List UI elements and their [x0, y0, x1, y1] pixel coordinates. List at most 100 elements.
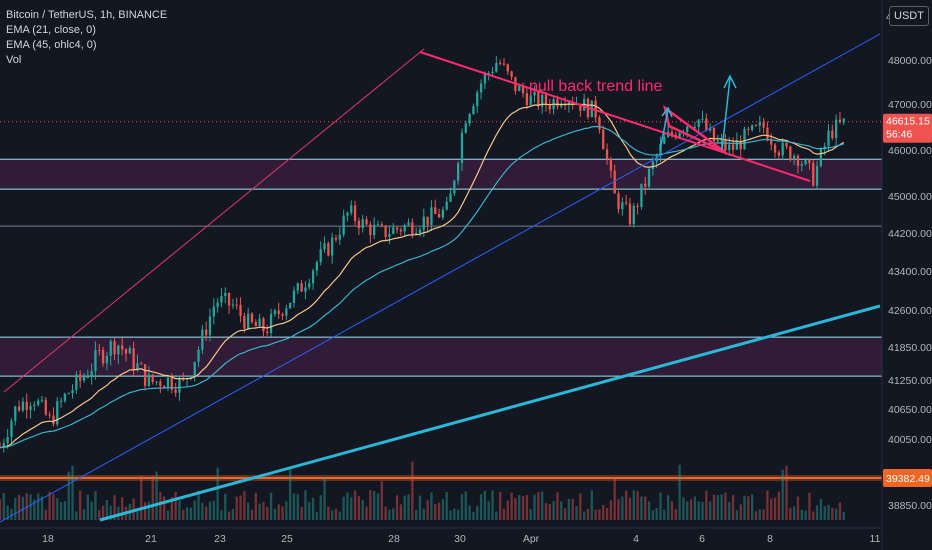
candle-body-3 — [10, 420, 13, 437]
candle-body-108 — [411, 222, 414, 235]
candle-body-8 — [29, 406, 32, 410]
candle-body-102 — [388, 233, 391, 238]
legend-ema-45[interactable]: EMA (45, ohlc4, 0) — [6, 39, 97, 51]
candle-body-54 — [205, 329, 208, 336]
volume-bar-65 — [247, 502, 250, 520]
current-price-tag — [883, 113, 932, 143]
volume-bar-53 — [201, 502, 204, 520]
candle-body-85 — [323, 243, 326, 250]
candle-body-167 — [636, 205, 639, 207]
candle-body-163 — [621, 202, 624, 210]
candle-body-188 — [716, 140, 719, 142]
y-tick-label-11: 38850.00 — [888, 500, 932, 512]
candle-body-146 — [556, 99, 559, 107]
volume-bar-147 — [560, 501, 563, 520]
candle-body-194 — [739, 140, 742, 150]
volume-bar-218 — [831, 507, 834, 520]
pull-back-trend-line-annotation[interactable]: pull back trend line — [529, 78, 663, 95]
volume-bar-106 — [403, 495, 406, 520]
volume-bar-131 — [499, 491, 502, 520]
y-tick-label-4: 44200.00 — [888, 228, 932, 240]
volume-bar-174 — [663, 509, 666, 520]
candle-body-61 — [231, 304, 235, 306]
legend-symbol[interactable]: Bitcoin / TetherUS, 1h, BINANCE — [6, 9, 168, 21]
y-tick-label-5: 43400.00 — [888, 266, 932, 278]
candle-body-73 — [277, 310, 280, 314]
candle-body-122 — [464, 123, 467, 133]
candle-body-84 — [319, 249, 322, 263]
candle-body-119 — [453, 180, 456, 194]
candle-body-128 — [487, 72, 490, 75]
volume-bar-208 — [792, 506, 796, 520]
legend-ema-21[interactable]: EMA (21, close, 0) — [6, 24, 96, 36]
currency-selector-button[interactable]: USDT — [889, 6, 929, 26]
volume-bar-2 — [6, 505, 9, 520]
candle-body-221 — [842, 118, 845, 123]
candle-body-44 — [166, 377, 170, 388]
volume-bar-30 — [113, 495, 116, 520]
volume-bar-152 — [579, 493, 582, 520]
volume-bar-160 — [609, 500, 613, 520]
volume-bar-96 — [365, 506, 368, 520]
candle-body-180 — [686, 126, 689, 132]
volume-bar-5 — [17, 495, 21, 520]
candle-body-210 — [800, 164, 803, 166]
volume-bar-47 — [178, 500, 181, 520]
volume-bar-170 — [647, 501, 651, 520]
volume-bar-124 — [472, 511, 475, 520]
volume-bar-137 — [521, 495, 525, 520]
candle-body-45 — [170, 377, 173, 390]
volume-bar-161 — [613, 477, 616, 520]
candle-body-38 — [143, 364, 147, 386]
candle-body-51 — [193, 361, 196, 376]
candle-body-76 — [289, 302, 292, 309]
volume-bar-78 — [296, 494, 299, 520]
volume-bar-219 — [834, 508, 838, 520]
candle-body-94 — [357, 220, 361, 229]
long-term-trend-line — [99, 304, 881, 522]
candle-body-147 — [560, 104, 563, 107]
candle-body-88 — [334, 237, 338, 240]
volume-bar-211 — [804, 510, 807, 520]
candle-body-170 — [647, 168, 651, 187]
candle-body-100 — [380, 224, 383, 226]
drawings-layer[interactable] — [0, 33, 881, 523]
candle-body-42 — [159, 381, 162, 387]
candle-body-156 — [594, 100, 597, 118]
candle-body-99 — [376, 224, 380, 226]
volume-bar-217 — [827, 504, 830, 520]
candle-body-196 — [747, 128, 750, 130]
candle-body-197 — [751, 125, 754, 130]
volume-bar-199 — [758, 509, 761, 520]
candle-body-66 — [250, 313, 254, 323]
volume-bar-184 — [701, 501, 704, 520]
volume-bar-66 — [250, 509, 254, 520]
volume-bar-11 — [40, 496, 44, 520]
candle-body-53 — [201, 329, 204, 350]
candle-body-190 — [724, 139, 727, 151]
volume-bar-15 — [56, 498, 59, 520]
candle-body-168 — [640, 183, 643, 207]
candle-body-35 — [132, 348, 135, 370]
volume-bar-109 — [415, 509, 418, 520]
volume-bar-94 — [357, 496, 361, 520]
legend-volume[interactable]: Vol — [6, 54, 22, 66]
volume-bar-41 — [155, 471, 158, 520]
candle-body-70 — [266, 331, 269, 334]
candle-body-132 — [502, 63, 506, 65]
volume-bar-158 — [602, 505, 605, 520]
candle-body-7 — [25, 401, 28, 410]
candle-body-82 — [311, 270, 315, 284]
volume-bar-143 — [544, 503, 548, 520]
volume-bar-104 — [395, 495, 399, 520]
x-tick-label-5: 30 — [454, 533, 466, 545]
volume-bar-103 — [392, 508, 395, 520]
volume-bar-101 — [384, 506, 387, 520]
volume-bar-89 — [338, 511, 341, 520]
volume-bar-117 — [445, 492, 448, 520]
candle-body-93 — [353, 205, 357, 221]
ema-45-line — [0, 125, 844, 449]
candle-body-77 — [292, 290, 296, 303]
